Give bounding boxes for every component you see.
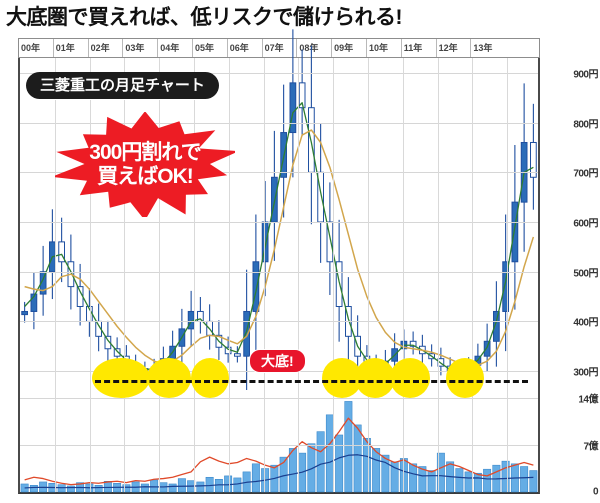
year-gridline <box>437 390 439 492</box>
year-axis-bar: 00年 01年 02年 03年 04年 05年 06年 07年 08年 09年 10年 11年 12年 1… <box>18 38 540 58</box>
year-tick: 11年 <box>402 39 437 57</box>
year-gridline <box>368 58 369 390</box>
volume-axis-label: 0 <box>592 486 599 498</box>
year-tick: 06年 <box>228 39 263 57</box>
bottom-highlight <box>446 358 484 398</box>
price-axis-label: 500円 <box>573 268 598 280</box>
year-tick: 05年 <box>193 39 228 57</box>
year-gridline <box>437 58 439 390</box>
year-tick: 08年 <box>297 39 333 57</box>
price-gridline <box>20 222 538 223</box>
year-gridline <box>472 390 474 492</box>
bottom-highlight <box>147 358 191 398</box>
year-tick: 01年 <box>54 39 89 57</box>
year-gridline <box>159 58 161 390</box>
volume-axis-label: 14億 <box>578 394 598 406</box>
year-gridline <box>54 58 56 390</box>
y-axis-labels: 900円 800円 700円 600円 500円 400円 300円 14億 7億 0 <box>540 58 600 497</box>
bottom-marker-pill: 大底! <box>249 349 306 373</box>
price-chart-pane <box>18 29 540 392</box>
year-gridline <box>124 58 126 390</box>
year-gridline <box>472 58 474 390</box>
callout-starburst: 300円割れで 買えばOK! <box>51 111 239 221</box>
callout-line2: 買えばOK! <box>97 164 193 188</box>
year-tick: 10年 <box>367 39 402 57</box>
year-gridline <box>54 390 56 492</box>
bottom-highlight <box>191 358 229 398</box>
price-gridline <box>20 271 538 273</box>
price-gridline <box>20 172 538 174</box>
year-gridline <box>402 390 404 492</box>
year-gridline <box>298 58 300 390</box>
bottom-highlight <box>390 358 430 398</box>
price-axis-label: 900円 <box>573 69 598 81</box>
price-gridline <box>20 321 538 323</box>
year-gridline <box>194 58 195 390</box>
price-axis-label: 300円 <box>573 367 598 379</box>
callout-text: 300円割れで 買えばOK! <box>55 112 235 217</box>
price-axis-label: 700円 <box>573 168 598 180</box>
volume-series-layer <box>20 401 538 493</box>
bottom-highlight <box>92 358 150 398</box>
price-axis-label: 800円 <box>573 119 598 131</box>
year-gridline <box>263 58 265 390</box>
year-gridline <box>194 390 195 492</box>
year-gridline <box>89 390 91 492</box>
volume-gridline <box>20 398 538 400</box>
year-gridline <box>507 58 509 390</box>
year-gridline <box>228 390 230 492</box>
year-gridline <box>333 390 335 492</box>
year-gridline <box>298 390 300 492</box>
year-tick: 02年 <box>89 39 124 57</box>
year-gridline <box>159 390 161 492</box>
year-gridline <box>402 58 404 390</box>
callout-line1: 300円割れで <box>89 141 201 165</box>
price-gridline <box>20 72 538 74</box>
year-gridline <box>89 58 91 390</box>
year-gridline <box>124 390 126 492</box>
volume-gridline <box>20 445 538 447</box>
price-gridline <box>20 122 538 124</box>
year-gridline <box>263 390 265 492</box>
year-tick: 09年 <box>332 39 367 57</box>
volume-chart-pane <box>18 390 540 494</box>
year-tick: 12年 <box>437 39 472 57</box>
year-gridline <box>333 58 335 390</box>
year-gridline <box>368 390 369 492</box>
support-line-300yen <box>95 380 528 383</box>
page-title: 大底圏で買えれば、低リスクで儲けられる! <box>6 6 403 29</box>
volume-axis-label: 7億 <box>583 441 598 453</box>
year-tick: 07年 <box>263 39 298 57</box>
chart-title-pill: 三菱重工の月足チャート <box>26 72 219 99</box>
price-series-layer <box>21 29 537 392</box>
year-gridline <box>228 58 230 390</box>
price-axis-label: 400円 <box>573 317 598 329</box>
starburst-icon <box>51 111 239 221</box>
year-tick: 13年 <box>473 43 493 53</box>
year-tick: 04年 <box>158 39 193 57</box>
bottom-highlight <box>355 358 395 398</box>
year-tick: 03年 <box>123 39 159 57</box>
year-gridline <box>507 390 509 492</box>
year-tick: 00年 <box>19 39 54 57</box>
price-axis-label: 600円 <box>573 218 598 230</box>
